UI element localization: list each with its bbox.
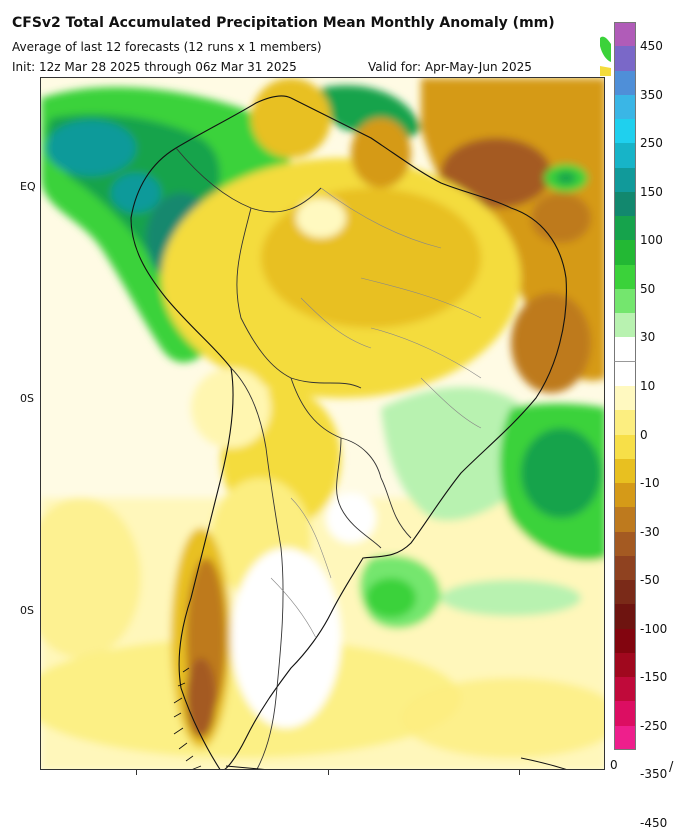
legend-label: -30: [640, 524, 660, 539]
map-fragment-top-right: [598, 16, 612, 76]
legend-label: 50: [640, 281, 656, 296]
init-time-label: Init: 12z Mar 28 2025 through 06z Mar 31…: [12, 60, 297, 74]
anomaly-field: [41, 78, 604, 769]
legend-swatch: [614, 119, 636, 144]
legend-label: 30: [640, 330, 656, 345]
lon-tick: [136, 770, 137, 775]
lat-label-20s: 0S: [20, 392, 34, 405]
legend-label: -450: [640, 815, 668, 830]
legend-label: 0: [640, 427, 648, 442]
legend-swatch: [614, 337, 636, 362]
legend-swatch: [614, 167, 636, 192]
legend-swatch: [614, 555, 636, 581]
legend-swatch: [614, 580, 636, 605]
legend-swatch: [614, 240, 636, 265]
legend-swatch: [614, 483, 636, 508]
legend-swatch: [614, 458, 636, 484]
legend-swatch: [614, 725, 636, 750]
legend-swatch: [614, 70, 636, 95]
legend-swatch: [614, 410, 636, 435]
legend-swatch: [614, 191, 636, 217]
legend-swatch: [614, 628, 636, 653]
chart-subtitle: Average of last 12 forecasts (12 runs x …: [12, 40, 322, 54]
legend-swatch: [614, 701, 636, 726]
lon-tick: [519, 770, 520, 775]
precipitation-anomaly-map: [40, 77, 605, 770]
legend-label: 10: [640, 379, 656, 393]
legend-swatch: [614, 507, 636, 532]
continent-outline: [130, 95, 567, 769]
chart-title: CFSv2 Total Accumulated Precipitation Me…: [12, 15, 555, 31]
lat-label-equator: EQ: [20, 180, 36, 193]
legend-label: -50: [640, 573, 660, 588]
legend-swatch: [614, 604, 636, 629]
state-borders: [270, 187, 482, 639]
legend-swatch: [614, 143, 636, 168]
legend-label: 150: [640, 184, 663, 199]
legend-label: -100: [640, 621, 668, 636]
legend-label: -250: [640, 718, 668, 733]
chile-fjords: [173, 667, 202, 769]
legend-swatch: [614, 22, 636, 47]
legend-swatch: [614, 94, 636, 120]
legend-swatch: [614, 264, 636, 289]
valid-period-label: Valid for: Apr-May-Jun 2025: [368, 60, 532, 74]
legend-swatch: [614, 531, 636, 556]
legend-swatch: [614, 652, 636, 678]
legend-swatch: [614, 677, 636, 702]
legend-swatch: [614, 46, 636, 71]
legend-label: 250: [640, 136, 663, 151]
legend-label: 350: [640, 87, 663, 102]
legend-swatch: [614, 216, 636, 241]
legend-swatch: [614, 361, 636, 386]
color-legend-bottom-label: 0: [610, 758, 618, 772]
legend-swatch: [614, 288, 636, 314]
legend-swatch: [614, 434, 636, 459]
lon-tick: [328, 770, 329, 775]
legend-swatch: [614, 313, 636, 338]
color-legend-bar: [614, 22, 636, 750]
legend-swatch: [614, 385, 636, 411]
legend-label: 100: [640, 233, 663, 248]
country-borders: [175, 147, 412, 769]
legend-label: -10: [640, 476, 660, 491]
legend-label: -350: [640, 767, 668, 782]
legend-label: 450: [640, 39, 663, 54]
lat-label-40s: 0S: [20, 604, 34, 617]
corner-mark: /: [669, 760, 674, 775]
legend-label: -150: [640, 670, 668, 685]
